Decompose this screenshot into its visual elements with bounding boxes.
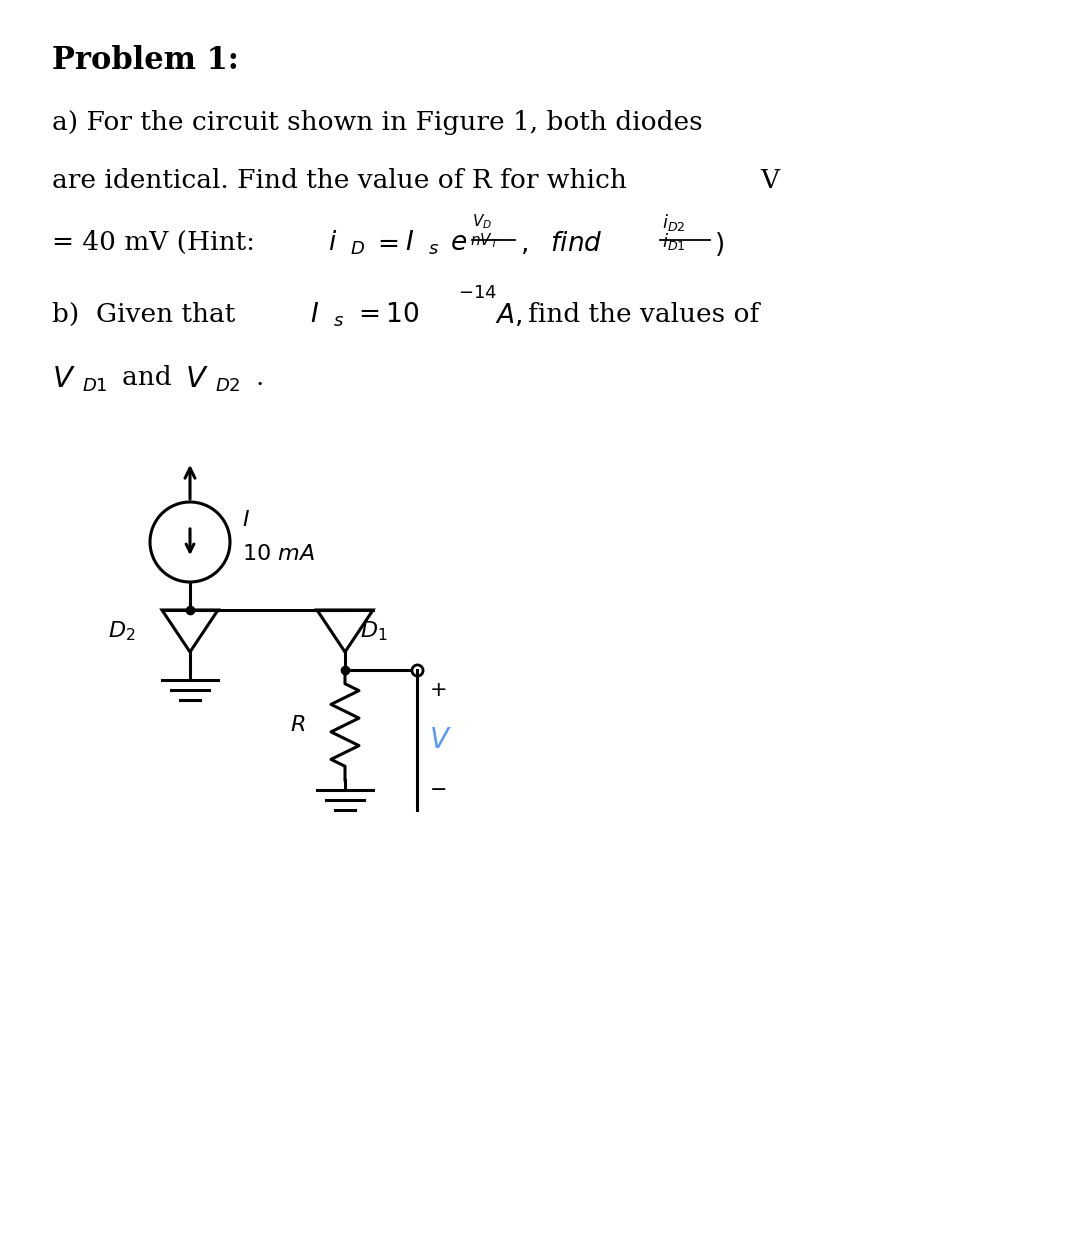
Text: $D_1$: $D_1$: [360, 619, 388, 642]
Text: $nV_T$: $nV_T$: [470, 231, 499, 249]
Text: $V$: $V$: [52, 365, 76, 393]
Text: $s$: $s$: [428, 241, 438, 258]
Text: $D$: $D$: [350, 241, 365, 258]
Text: $D2$: $D2$: [215, 377, 241, 396]
Text: $+$: $+$: [429, 680, 446, 701]
Text: Problem 1:: Problem 1:: [52, 45, 239, 76]
Text: $A,$: $A,$: [495, 303, 523, 329]
Text: $D1$: $D1$: [82, 377, 108, 396]
Text: $s$: $s$: [333, 312, 345, 330]
Text: $)$: $)$: [714, 229, 724, 258]
Text: a) For the circuit shown in Figure 1, both diodes: a) For the circuit shown in Figure 1, bo…: [52, 110, 703, 135]
Text: $R$: $R$: [291, 714, 306, 737]
Text: = 40 mV (Hint:: = 40 mV (Hint:: [52, 229, 264, 255]
Text: $I$: $I$: [242, 508, 249, 531]
Text: $I$: $I$: [310, 303, 319, 329]
Text: $I$: $I$: [405, 229, 414, 255]
Text: $i_{D1}$: $i_{D1}$: [662, 231, 686, 252]
Text: $V$: $V$: [185, 365, 208, 393]
Text: $V$: $V$: [429, 727, 451, 754]
Text: and: and: [122, 365, 180, 391]
Text: $D_2$: $D_2$: [108, 619, 135, 642]
Text: b)  Given that: b) Given that: [52, 303, 244, 327]
Text: $-14$: $-14$: [458, 284, 497, 303]
Text: are identical. Find the value of R for which: are identical. Find the value of R for w…: [52, 167, 626, 193]
Text: $=$: $=$: [372, 229, 399, 255]
Text: $,\ \ find$: $,\ \ find$: [519, 229, 603, 257]
Text: $V_D$: $V_D$: [472, 212, 492, 231]
Text: $= 10$: $= 10$: [353, 303, 419, 329]
Text: $i$: $i$: [328, 229, 337, 255]
Text: $i_{D2}$: $i_{D2}$: [662, 212, 686, 233]
Text: find the values of: find the values of: [528, 303, 759, 327]
Text: .: .: [255, 365, 264, 391]
Text: V: V: [760, 167, 779, 193]
Text: $10\ mA$: $10\ mA$: [242, 543, 315, 565]
Text: $e$: $e$: [450, 229, 467, 255]
Text: $-$: $-$: [429, 777, 446, 799]
